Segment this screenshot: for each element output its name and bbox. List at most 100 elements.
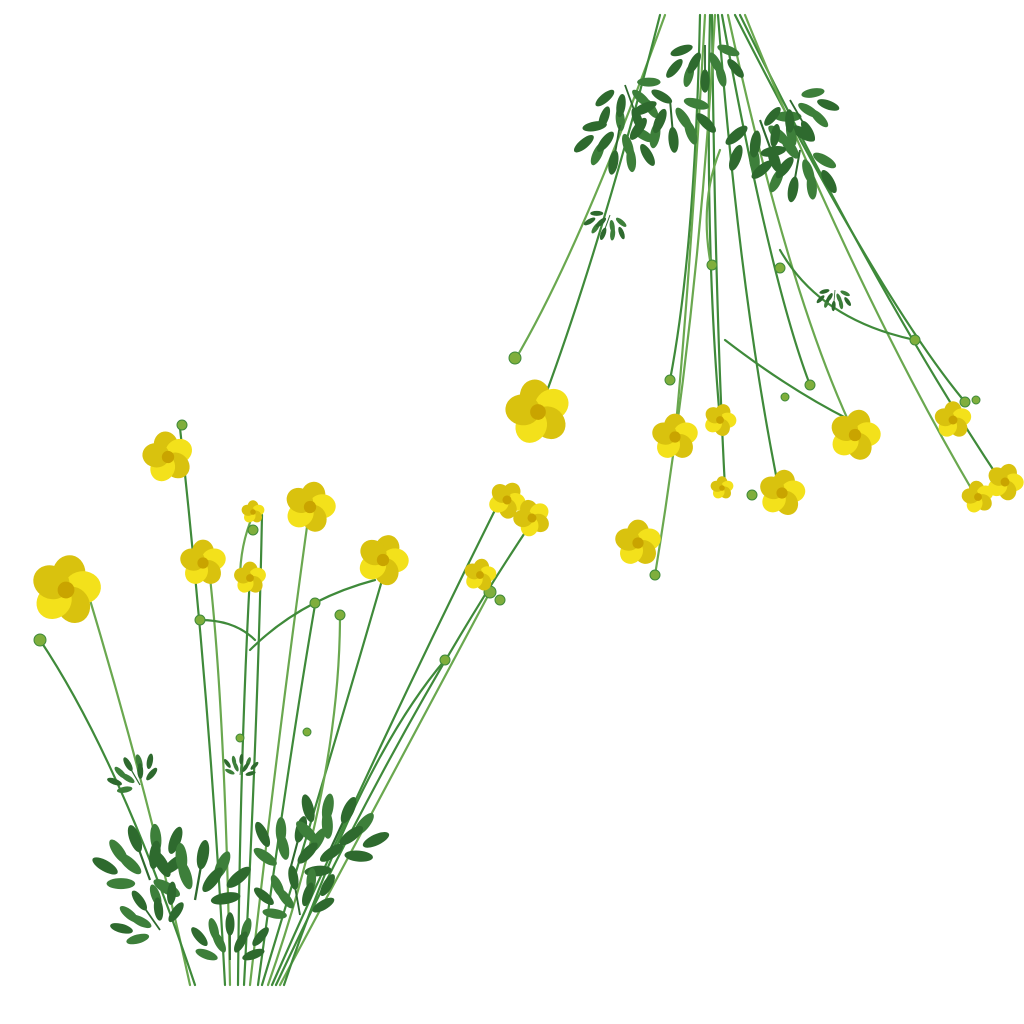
leaf-lobe [225,768,235,775]
leaf-lobe [725,125,748,145]
leaf-lobe [844,297,852,306]
leaf-lobe [764,106,781,126]
leaf-lobe [749,130,761,158]
leaf-lobe [826,293,833,303]
leaf-lobe [127,825,143,853]
stem [236,573,252,987]
leaf-lobe [137,763,144,779]
lower-bouquet-leaves [92,753,390,961]
leaf-lobe [813,152,837,169]
leaf-lobe [583,217,596,226]
flower-center [848,428,862,442]
bud [302,727,312,737]
leaf-lobe [622,133,634,158]
stem [266,613,342,987]
leaf-lobe [339,825,364,846]
leaf-lobe [153,897,164,921]
leaf-lobe [296,821,318,843]
leaf-lobe [92,857,118,875]
leaf-lobe [831,300,836,312]
leaf-lobe [178,860,193,890]
flower [705,404,737,437]
upper-bouquet-leaves [573,44,852,312]
stem [256,603,317,987]
flower-center [776,487,788,499]
flower-center [974,493,982,501]
stem [513,13,667,362]
bud [780,392,790,402]
leaf-lobe [225,912,235,936]
leaf-lobe [751,160,773,179]
flower-center [246,574,254,582]
flower [934,401,972,437]
leaf-lobe [252,927,269,947]
leaf-lobe [344,850,373,862]
flower-center [250,509,256,515]
leaf-lobe [666,58,683,78]
leaf-lobe [362,832,390,848]
leaf [751,145,837,203]
leaf-lobe [817,99,840,111]
flower [464,558,497,591]
leaf-lobe [618,226,625,240]
leaf [191,912,269,961]
leaf-lobe [202,867,223,893]
leaf-lobe [195,948,218,961]
flower-center [716,416,724,424]
leaf-lobe [130,914,152,929]
flower [180,539,226,584]
stem [705,148,722,262]
leaf-lobe [637,77,661,87]
leaf-lobe [770,124,781,148]
stem [248,503,312,987]
leaf-lobe [760,145,787,157]
stem [723,338,852,422]
leaf-lobe [107,777,122,786]
flower-buds [33,259,981,743]
stem [716,13,782,497]
leaf-lobe [687,52,701,74]
leaf-lobe [242,762,249,772]
leaf-lobe [239,753,244,765]
leaf-lobe [277,833,290,860]
leaf-lobe [110,923,133,934]
leaf-lobe [253,847,277,866]
leaf-lobe [118,853,142,875]
leaf [629,97,716,153]
leaf-lobe [302,882,314,907]
leaf-lobe [123,757,133,772]
leaf [223,753,259,776]
leaf-lobe [167,881,177,905]
leaf-lobe [250,761,259,770]
leaf-lobe [652,108,667,134]
leaf-lobe [700,69,710,93]
leaf-lobe [242,948,265,961]
leaf-lobe [223,759,231,768]
stem [198,618,257,642]
leaf-lobe [234,931,248,953]
leaf-lobe [640,143,655,166]
flower [652,413,698,458]
leaf-lobe [836,293,842,304]
leaf-lobe [131,890,148,911]
leaf-lobe [727,58,744,78]
leaf [296,793,390,862]
leaf [816,289,852,312]
bud [959,396,971,408]
leaf-lobe [340,796,357,824]
leaf-lobe [582,121,607,132]
leaf [764,88,840,148]
flower [234,561,266,593]
leaf [107,753,158,793]
flower-center [948,415,958,425]
bud [494,594,506,606]
stem [720,13,812,387]
flower [33,555,101,624]
leaf [666,44,744,93]
leaf-lobe [608,150,619,175]
stem [282,658,447,987]
leaf-lobe [798,102,819,118]
flower [513,499,549,537]
leaf-lobe [595,89,615,107]
leaf-lobe [816,295,825,304]
